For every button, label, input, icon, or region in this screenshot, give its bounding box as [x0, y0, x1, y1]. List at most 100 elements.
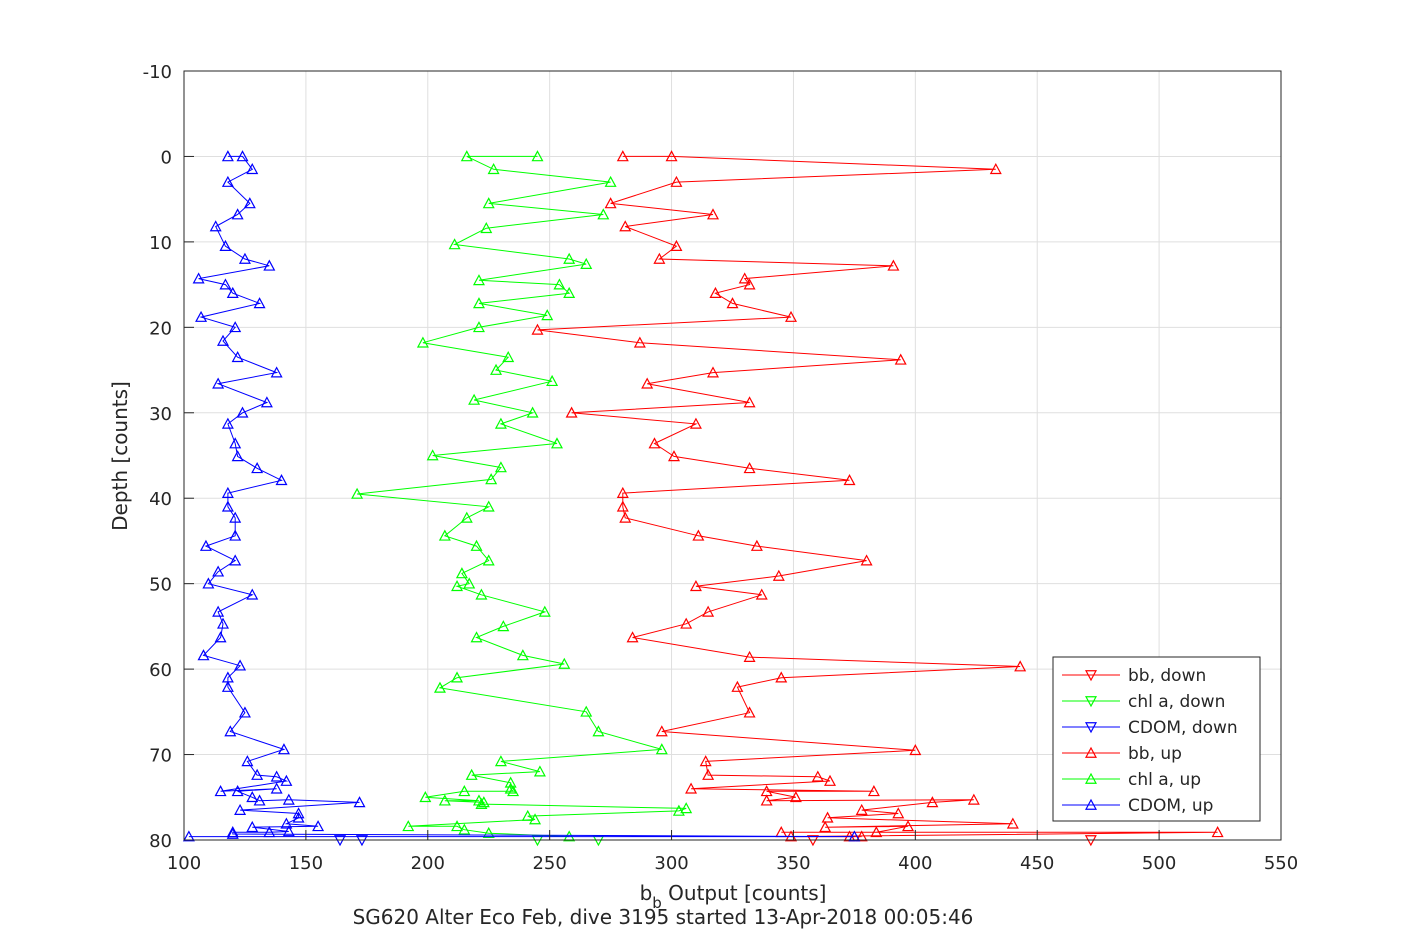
- data-point: [843, 474, 856, 486]
- data-point: [743, 706, 756, 718]
- data-point: [680, 617, 693, 629]
- data-point: [689, 579, 702, 592]
- data-point: [455, 567, 468, 579]
- y-tick-label: 10: [149, 233, 172, 254]
- x-tick-label: 100: [167, 853, 201, 874]
- x-axis-title: bb Output [counts]: [640, 881, 827, 912]
- data-point: [253, 794, 266, 806]
- data-point: [433, 681, 446, 693]
- legend-label: chl a, down: [1128, 692, 1225, 712]
- data-point: [558, 657, 571, 669]
- data-point: [1006, 817, 1019, 829]
- data-point: [604, 197, 617, 209]
- data-point: [655, 725, 668, 737]
- data-point: [451, 579, 464, 592]
- data-point: [231, 450, 244, 462]
- data-point: [251, 462, 264, 474]
- data-point: [472, 297, 485, 309]
- data-point: [743, 278, 756, 290]
- y-tick-label: 60: [149, 660, 172, 681]
- data-point: [497, 620, 510, 632]
- data-point: [892, 807, 905, 819]
- data-point: [494, 417, 507, 429]
- data-point: [482, 554, 495, 566]
- data-point: [236, 150, 249, 162]
- data-point: [616, 500, 629, 512]
- data-point: [667, 450, 680, 462]
- data-point: [772, 569, 785, 581]
- data-point: [909, 744, 922, 756]
- data-point: [475, 797, 488, 809]
- data-point: [270, 782, 283, 794]
- legend-label: bb, down: [1128, 666, 1206, 686]
- y-tick-label: 50: [149, 575, 172, 596]
- data-point: [277, 743, 290, 755]
- data-point: [516, 649, 529, 661]
- data-point: [565, 406, 578, 418]
- data-point: [197, 649, 210, 661]
- data-point: [195, 310, 208, 322]
- data-point: [538, 605, 551, 617]
- data-point: [219, 278, 232, 290]
- data-point: [867, 785, 880, 797]
- data-point: [236, 406, 249, 418]
- y-tick-label: 40: [149, 489, 172, 510]
- legend-label: CDOM, up: [1128, 796, 1213, 816]
- data-point: [870, 826, 883, 838]
- data-point: [214, 785, 227, 797]
- data-point: [775, 671, 788, 683]
- data-point: [672, 804, 685, 816]
- data-point: [280, 774, 293, 786]
- data-point: [670, 239, 683, 252]
- x-tick-label: 500: [1142, 853, 1176, 874]
- data-point: [616, 150, 629, 162]
- data-point: [229, 437, 242, 449]
- data-point: [458, 823, 471, 835]
- data-point: [451, 820, 464, 832]
- data-point: [275, 474, 288, 486]
- data-point: [216, 334, 230, 346]
- data-point: [224, 725, 237, 737]
- data-point: [419, 791, 432, 803]
- data-point: [438, 529, 451, 541]
- data-point: [463, 577, 476, 589]
- data-point: [282, 793, 295, 805]
- data-point: [824, 774, 837, 786]
- data-point: [238, 706, 251, 718]
- series-4: [351, 150, 693, 842]
- data-point: [1014, 660, 1027, 672]
- data-point: [460, 511, 473, 523]
- data-point: [202, 577, 215, 589]
- data-point: [243, 197, 256, 209]
- data-point: [887, 259, 900, 271]
- data-point: [563, 286, 576, 299]
- data-point: [246, 820, 259, 833]
- data-point: [212, 565, 225, 577]
- data-point: [475, 588, 488, 600]
- y-tick-label: -10: [143, 62, 172, 83]
- y-tick-label: 80: [149, 831, 172, 852]
- data-point: [270, 366, 283, 378]
- data-point: [848, 830, 861, 842]
- data-point: [292, 807, 305, 819]
- y-tick-label: 20: [149, 318, 172, 339]
- data-point: [460, 150, 473, 162]
- data-point: [709, 286, 722, 299]
- data-point: [563, 252, 576, 264]
- data-point: [653, 252, 666, 264]
- series-line: [537, 155, 1218, 838]
- data-point: [533, 765, 546, 777]
- data-point: [192, 272, 205, 284]
- legend-label: CDOM, down: [1128, 718, 1238, 738]
- data-point: [438, 794, 451, 806]
- data-point: [226, 286, 239, 299]
- data-point: [641, 377, 654, 389]
- data-point: [546, 374, 559, 387]
- data-point: [246, 162, 259, 175]
- data-point: [626, 631, 639, 643]
- x-tick-label: 150: [289, 853, 323, 874]
- data-point: [550, 437, 563, 449]
- data-point: [229, 554, 242, 566]
- legend-marker: [1084, 772, 1098, 784]
- data-point: [702, 605, 715, 617]
